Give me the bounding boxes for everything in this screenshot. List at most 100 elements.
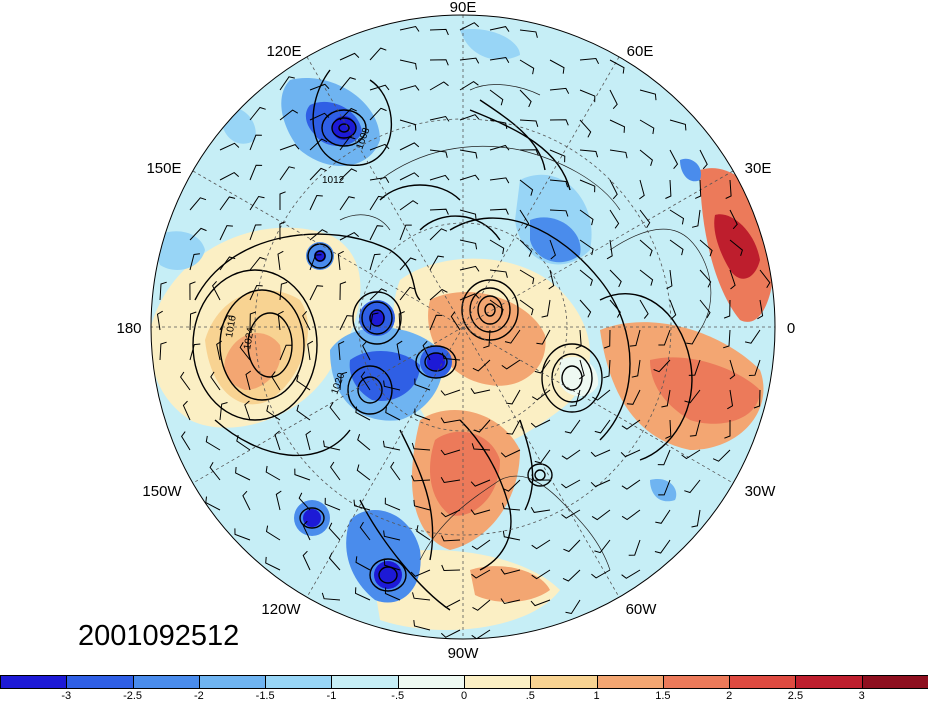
wind-barb <box>219 315 234 331</box>
colorbar-tick-label: 1.5 <box>655 690 671 702</box>
wind-barb <box>609 179 618 200</box>
wind-barb <box>399 200 419 211</box>
wind-barb <box>429 228 448 241</box>
wind-barb <box>414 378 431 391</box>
wind-barb <box>309 254 322 271</box>
wind-barb <box>639 269 654 286</box>
wind-barb <box>549 149 566 163</box>
wind-barb <box>459 239 478 250</box>
wind-barb <box>309 285 324 301</box>
wind-barb <box>399 119 417 131</box>
wind-barb <box>506 419 521 435</box>
wind-barb <box>725 179 732 199</box>
wind-barb <box>321 592 341 601</box>
wind-barb <box>369 312 379 331</box>
wind-barb <box>309 83 330 91</box>
wind-barb <box>489 89 504 106</box>
wind-barb <box>329 402 341 421</box>
wind-barb <box>422 340 431 361</box>
wind-barb <box>609 269 622 288</box>
wind-barb <box>189 197 207 211</box>
wind-barb <box>339 315 354 331</box>
wind-barb <box>483 329 491 349</box>
wind-barb <box>519 239 533 257</box>
wind-barb <box>219 256 236 271</box>
wind-barb <box>639 239 653 257</box>
wind-barb <box>609 209 620 229</box>
wind-barb <box>440 599 461 609</box>
wind-barb <box>328 552 341 571</box>
wind-barb <box>399 142 420 151</box>
colorbar-tick-label: 3 <box>858 690 865 702</box>
wind-barb <box>579 57 600 65</box>
wind-barb <box>564 419 581 434</box>
wind-barb <box>699 299 711 318</box>
wind-barb <box>219 402 228 421</box>
wind-barb <box>639 149 653 166</box>
wind-barb <box>753 389 761 409</box>
wind-barb <box>579 209 594 226</box>
wind-barb <box>396 340 403 361</box>
wind-barb <box>189 343 201 361</box>
wind-barb <box>309 138 328 151</box>
wind-barb <box>519 269 535 285</box>
wind-barb <box>414 408 431 421</box>
wind-barb <box>249 106 266 121</box>
wind-barb <box>579 359 585 380</box>
colorbar-swatch <box>795 675 863 689</box>
colorbar-swatch <box>331 675 399 689</box>
wind-barb <box>489 56 510 63</box>
wind-barb <box>189 253 200 271</box>
wind-barb <box>757 299 764 320</box>
wind-barb <box>429 28 449 36</box>
wind-barb <box>665 179 672 199</box>
wind-barb <box>369 253 381 271</box>
wind-barb <box>657 449 671 466</box>
wind-barb <box>399 85 420 91</box>
wind-barb <box>339 196 355 211</box>
wind-barb <box>519 89 532 108</box>
wind-barb <box>337 250 344 271</box>
wind-barb <box>399 257 417 271</box>
wind-barb <box>369 47 387 61</box>
wind-barb <box>729 239 743 256</box>
wind-barb <box>219 142 240 151</box>
colorbar-swatch <box>397 675 465 689</box>
lon-label-0: 0 <box>787 320 795 337</box>
wind-barb <box>665 419 672 439</box>
wind-barb <box>530 599 551 607</box>
lon-label-90w: 90W <box>448 645 480 662</box>
timestamp-label: 2001092512 <box>78 620 240 652</box>
wind-barb <box>189 227 207 241</box>
wind-barb <box>519 119 539 127</box>
wind-barb <box>429 115 450 122</box>
colorbar-swatch <box>66 675 134 689</box>
wind-barb <box>459 265 480 272</box>
wind-barb <box>309 167 327 181</box>
wind-barb <box>759 269 771 289</box>
wind-barb <box>489 144 510 151</box>
wind-barb <box>266 404 281 421</box>
wind-barb <box>471 539 491 550</box>
wind-barb <box>626 389 641 405</box>
wind-barb <box>390 461 401 481</box>
colorbar-tick-label: -2.5 <box>123 690 143 702</box>
wind-barb <box>355 556 371 571</box>
colorbar-tick-label: -.5 <box>391 690 405 702</box>
wind-barb <box>594 419 611 434</box>
wind-barb <box>561 479 581 489</box>
wind-barb <box>410 569 431 577</box>
wind-barb <box>429 288 448 301</box>
wind-barb <box>369 225 384 241</box>
wind-barb <box>684 479 701 494</box>
wind-barb <box>504 329 521 344</box>
wind-barb <box>189 311 197 331</box>
wind-barb <box>531 389 551 401</box>
wind-barb <box>441 535 461 542</box>
wind-barb <box>399 286 416 301</box>
wind-barb <box>519 149 539 156</box>
wind-barb <box>210 371 221 391</box>
wind-barbs <box>156 22 771 639</box>
wind-barb <box>360 371 371 391</box>
lon-label-150e: 150E <box>146 160 181 177</box>
